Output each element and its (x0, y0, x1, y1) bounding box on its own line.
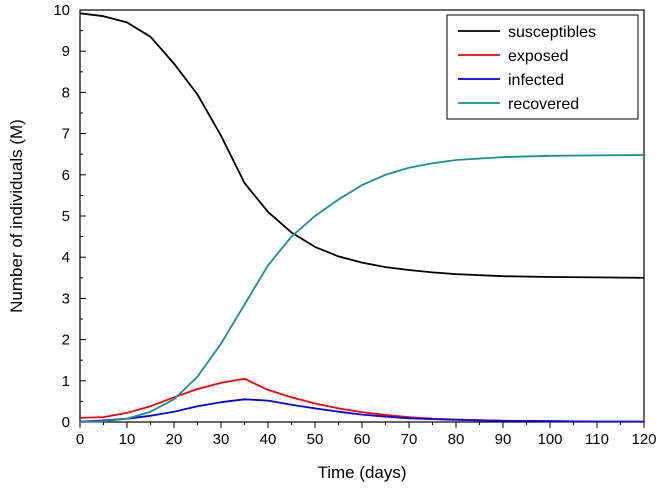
x-tick-label: 10 (119, 431, 136, 448)
x-tick-label: 60 (354, 431, 371, 448)
y-tick-label: 8 (62, 84, 70, 101)
x-tick-label: 90 (495, 431, 512, 448)
series-line-recovered (79, 154, 645, 423)
x-tick-label: 100 (537, 431, 562, 448)
legend-box (446, 14, 639, 120)
x-tick-label: 70 (401, 431, 418, 448)
legend-label-infected: infected (508, 72, 564, 89)
x-tick-label: 120 (631, 431, 656, 448)
y-tick-label: 6 (62, 167, 70, 184)
legend: susceptibles exposed infected recovered (446, 14, 639, 120)
x-axis: 0 10 20 30 40 50 60 70 80 90 100 110 120 (76, 422, 657, 448)
y-tick-label: 1 (62, 373, 70, 390)
x-tick-label: 40 (260, 431, 277, 448)
x-tick-label: 80 (448, 431, 465, 448)
x-tick-label: 20 (166, 431, 183, 448)
y-tick-label: 2 (62, 332, 70, 349)
x-tick-label: 50 (307, 431, 324, 448)
y-tick-label: 0 (62, 414, 70, 431)
x-tick-label: 0 (76, 431, 84, 448)
y-tick-label: 10 (53, 2, 70, 19)
legend-label-susceptibles: susceptibles (508, 24, 596, 41)
x-axis-title: Time (days) (317, 463, 406, 482)
y-axis-title: Number of individuals (M) (7, 119, 26, 313)
y-tick-label: 9 (62, 43, 70, 60)
legend-label-recovered: recovered (508, 96, 579, 113)
y-tick-label: 7 (62, 126, 70, 143)
y-tick-label: 4 (62, 249, 70, 266)
x-tick-label: 30 (213, 431, 230, 448)
series-line-infected (79, 398, 644, 423)
y-axis: 0 1 2 3 4 5 6 7 8 9 10 (53, 2, 86, 431)
series-line-susceptibles (79, 12, 645, 279)
x-tick-label: 110 (585, 431, 609, 448)
y-tick-label: 3 (62, 290, 70, 307)
series-layer (79, 12, 645, 423)
legend-label-exposed: exposed (508, 48, 569, 65)
y-tick-label: 5 (62, 208, 70, 225)
